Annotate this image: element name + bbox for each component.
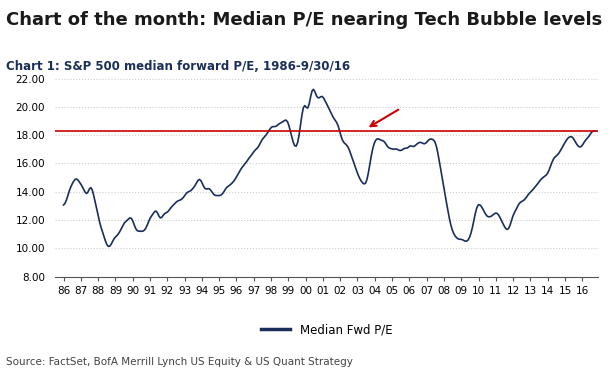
Text: Source: FactSet, BofA Merrill Lynch US Equity & US Quant Strategy: Source: FactSet, BofA Merrill Lynch US E… <box>6 356 353 367</box>
Legend: Median Fwd P/E: Median Fwd P/E <box>256 318 397 341</box>
Text: Chart 1: S&P 500 median forward P/E, 1986-9/30/16: Chart 1: S&P 500 median forward P/E, 198… <box>6 60 350 73</box>
Text: Chart of the month: Median P/E nearing Tech Bubble levels: Chart of the month: Median P/E nearing T… <box>6 11 602 29</box>
